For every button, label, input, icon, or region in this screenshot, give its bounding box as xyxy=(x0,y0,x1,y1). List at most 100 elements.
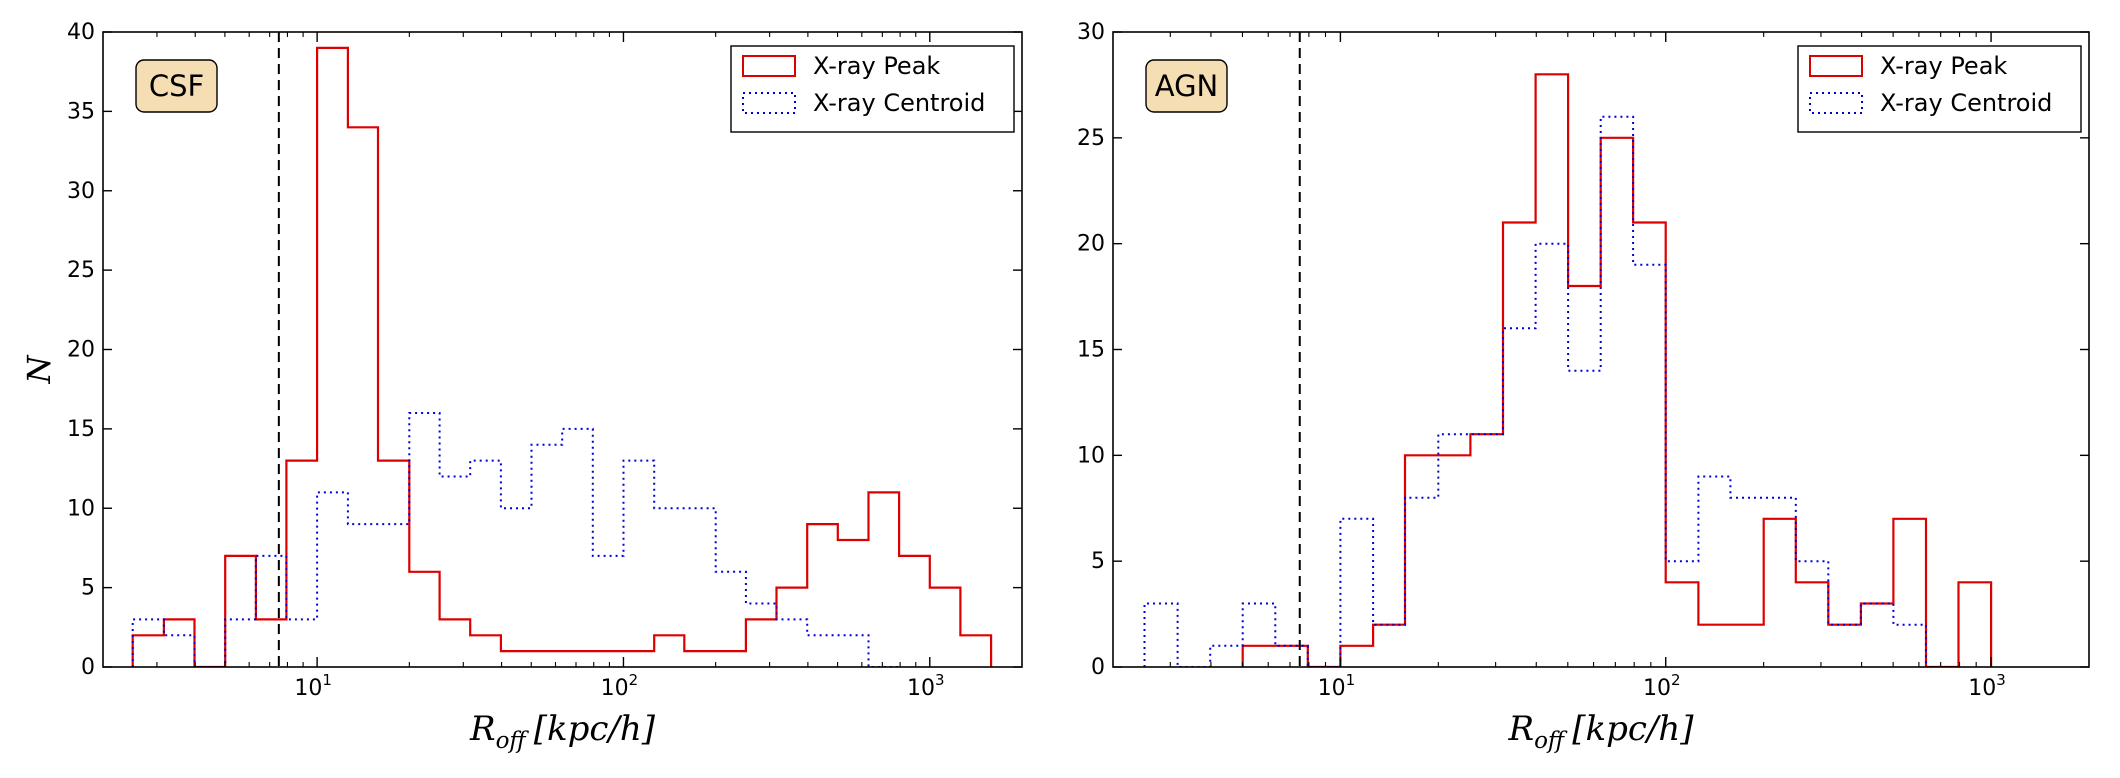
series-2-bin-20 xyxy=(1764,498,1796,667)
x-tick-base: 10 xyxy=(601,676,629,701)
series-2-bin-12 xyxy=(470,461,501,667)
series-2-bin-5 xyxy=(1275,646,1308,667)
series-2-bin-20 xyxy=(716,572,746,667)
y-tick-label: 5 xyxy=(1091,549,1105,574)
y-tick-label: 10 xyxy=(1077,443,1105,468)
x-tick-exponent: 2 xyxy=(629,671,639,689)
series-2-bin-11 xyxy=(440,477,471,668)
legend-swatch-2 xyxy=(1809,92,1863,114)
x-tick-base: 10 xyxy=(907,676,935,701)
series-2-bin-17 xyxy=(624,461,655,667)
legend-swatch-2 xyxy=(742,92,796,114)
series-2-histogram xyxy=(131,412,900,667)
legend-swatch-1 xyxy=(1809,55,1863,77)
legend-label-2: X-ray Centroid xyxy=(1880,89,2052,117)
series-2-bin-18 xyxy=(654,508,684,667)
y-tick-label: 25 xyxy=(1077,126,1105,151)
y-tick-label: 25 xyxy=(67,258,95,283)
series-2-bin-16 xyxy=(593,556,624,667)
y-tick-label: 0 xyxy=(81,655,95,680)
series-2-bin-9 xyxy=(378,524,409,667)
x-tick-exponent: 3 xyxy=(935,671,945,689)
x-tick-base: 10 xyxy=(1968,676,1996,701)
series-1-bin-23 xyxy=(1959,582,1992,667)
series-2-bin-16 xyxy=(1633,265,1666,667)
series-2-bin-15 xyxy=(1601,117,1634,667)
series-2-bin-14 xyxy=(532,445,563,667)
legend-frame xyxy=(730,45,1015,133)
x-tick-label: 102 xyxy=(601,671,639,701)
panel-label-box xyxy=(135,59,218,113)
series-2-bin-24 xyxy=(838,635,869,667)
x-tick-exponent: 3 xyxy=(1996,671,2006,689)
series-2-bin-23 xyxy=(1861,604,1894,668)
series-2-bin-2 xyxy=(164,635,195,667)
x-tick-label: 102 xyxy=(1643,671,1681,701)
series-2-bin-23 xyxy=(807,635,838,667)
x-tick-base: 10 xyxy=(1643,676,1671,701)
x-axis-label-symbol: R xyxy=(1507,709,1534,749)
y-tick-label: 30 xyxy=(67,179,95,204)
series-1-bin-28 xyxy=(960,635,991,667)
y-tick-label: 30 xyxy=(1077,20,1105,45)
x-axis-label-unit: [kpc/h] xyxy=(534,709,656,749)
x-tick-base: 10 xyxy=(294,676,322,701)
series-2-bin-7 xyxy=(1340,519,1373,667)
y-tick-label: 10 xyxy=(67,496,95,521)
x-axis-label-symbol: R xyxy=(469,709,496,749)
y-tick-label: 15 xyxy=(67,417,95,442)
series-2-bin-10 xyxy=(1438,434,1470,667)
legend-label-1: X-ray Peak xyxy=(1880,52,2007,80)
series-2-bin-22 xyxy=(1828,625,1861,667)
legend-swatch-1 xyxy=(742,55,796,77)
y-tick-label: 15 xyxy=(1077,338,1105,363)
series-1-bin-26 xyxy=(899,556,930,667)
x-tick-exponent: 1 xyxy=(322,671,332,689)
series-2-bin-13 xyxy=(501,508,532,667)
series-2-histogram xyxy=(1143,115,1927,667)
x-tick-label: 103 xyxy=(907,671,945,701)
series-2-bin-22 xyxy=(777,619,808,667)
series-2-bin-3 xyxy=(1210,646,1243,667)
x-tick-base: 10 xyxy=(1318,676,1346,701)
legend-frame xyxy=(1797,45,2082,133)
x-tick-label: 101 xyxy=(294,671,332,701)
panel-label: AGN xyxy=(1155,69,1219,103)
panel-label: CSF xyxy=(149,69,204,103)
series-2-bin-19 xyxy=(1730,498,1763,667)
x-tick-label: 101 xyxy=(1318,671,1356,701)
series-2-bin-14 xyxy=(1568,371,1601,667)
x-axis-label-subscript: off xyxy=(1534,728,1568,754)
series-2-bin-15 xyxy=(562,429,593,667)
series-2-bin-17 xyxy=(1666,561,1699,667)
legend: X-ray Peak X-ray Centroid xyxy=(1797,45,2082,133)
y-tick-label: 20 xyxy=(1077,232,1105,257)
series-2-bin-19 xyxy=(684,508,715,667)
y-tick-label: 20 xyxy=(67,338,95,363)
series-1-histogram xyxy=(131,46,993,667)
series-2-bin-18 xyxy=(1698,477,1730,668)
y-tick-label: 0 xyxy=(1091,655,1105,680)
y-tick-label: 35 xyxy=(67,99,95,124)
series-2-bin-21 xyxy=(1796,561,1829,667)
series-1-bin-27 xyxy=(930,588,961,667)
series-1-bin-25 xyxy=(869,492,900,667)
series-2-bin-10 xyxy=(409,413,439,667)
legend: X-ray Peak X-ray Centroid xyxy=(730,45,1015,133)
legend-label-2: X-ray Centroid xyxy=(813,89,985,117)
series-2-bin-13 xyxy=(1536,244,1569,667)
series-2-bin-7 xyxy=(317,492,348,667)
series-2-bin-4 xyxy=(1243,604,1276,668)
series-2-bin-11 xyxy=(1470,434,1503,667)
series-2-bin-6 xyxy=(286,619,317,667)
series-2-bin-12 xyxy=(1503,328,1536,667)
series-2-bin-24 xyxy=(1893,625,1926,667)
series-2-bin-21 xyxy=(746,604,777,668)
x-axis-label-unit: [kpc/h] xyxy=(1572,709,1694,749)
series-2-bin-9 xyxy=(1405,498,1438,667)
y-tick-label: 5 xyxy=(81,576,95,601)
series-2-bin-4 xyxy=(225,619,256,667)
x-tick-exponent: 1 xyxy=(1346,671,1356,689)
